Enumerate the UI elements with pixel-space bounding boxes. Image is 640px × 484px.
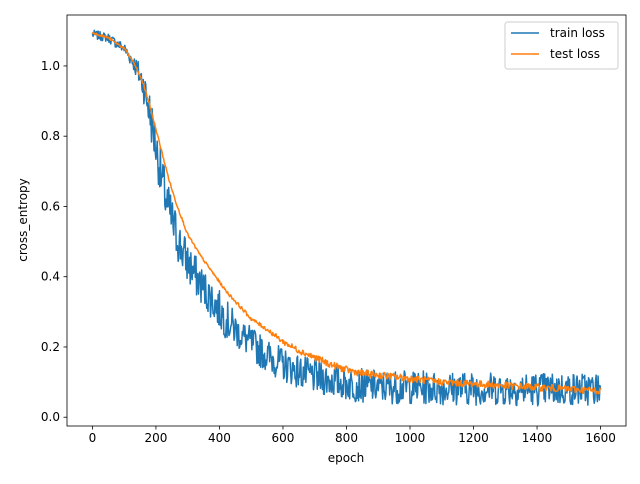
axes-layer: 0 200 400 600 800 1000 1200 1400 1600 0.0 0.2 0.4 0.… bbox=[41, 14, 627, 445]
x-tick-label: 0 bbox=[89, 431, 97, 445]
x-tick-label: 1000 bbox=[395, 431, 426, 445]
y-tick-label: 0.8 bbox=[41, 129, 60, 143]
y-tick-label: 0.0 bbox=[41, 410, 60, 424]
x-axis-label: epoch bbox=[328, 451, 365, 465]
x-tick-label: 600 bbox=[272, 431, 295, 445]
legend-label: train loss bbox=[550, 26, 605, 40]
x-tick-label: 1200 bbox=[458, 431, 489, 445]
y-tick-label: 0.4 bbox=[41, 270, 60, 284]
series-layer bbox=[91, 29, 602, 407]
legend: train loss test loss bbox=[504, 21, 619, 70]
series-line-test-loss bbox=[91, 31, 602, 395]
x-tick-label: 800 bbox=[335, 431, 358, 445]
y-tick-label: 0.6 bbox=[41, 199, 60, 213]
y-axis-label: cross_entropy bbox=[16, 178, 30, 262]
y-tick-label: 0.2 bbox=[41, 340, 60, 354]
x-tick-label: 400 bbox=[208, 431, 231, 445]
x-tick-label: 1600 bbox=[585, 431, 616, 445]
series-line-train-loss bbox=[91, 29, 602, 407]
x-tick-label: 1400 bbox=[522, 431, 553, 445]
x-tick-label: 200 bbox=[144, 431, 167, 445]
legend-label: test loss bbox=[550, 47, 600, 61]
y-tick-label: 1.0 bbox=[41, 59, 60, 73]
